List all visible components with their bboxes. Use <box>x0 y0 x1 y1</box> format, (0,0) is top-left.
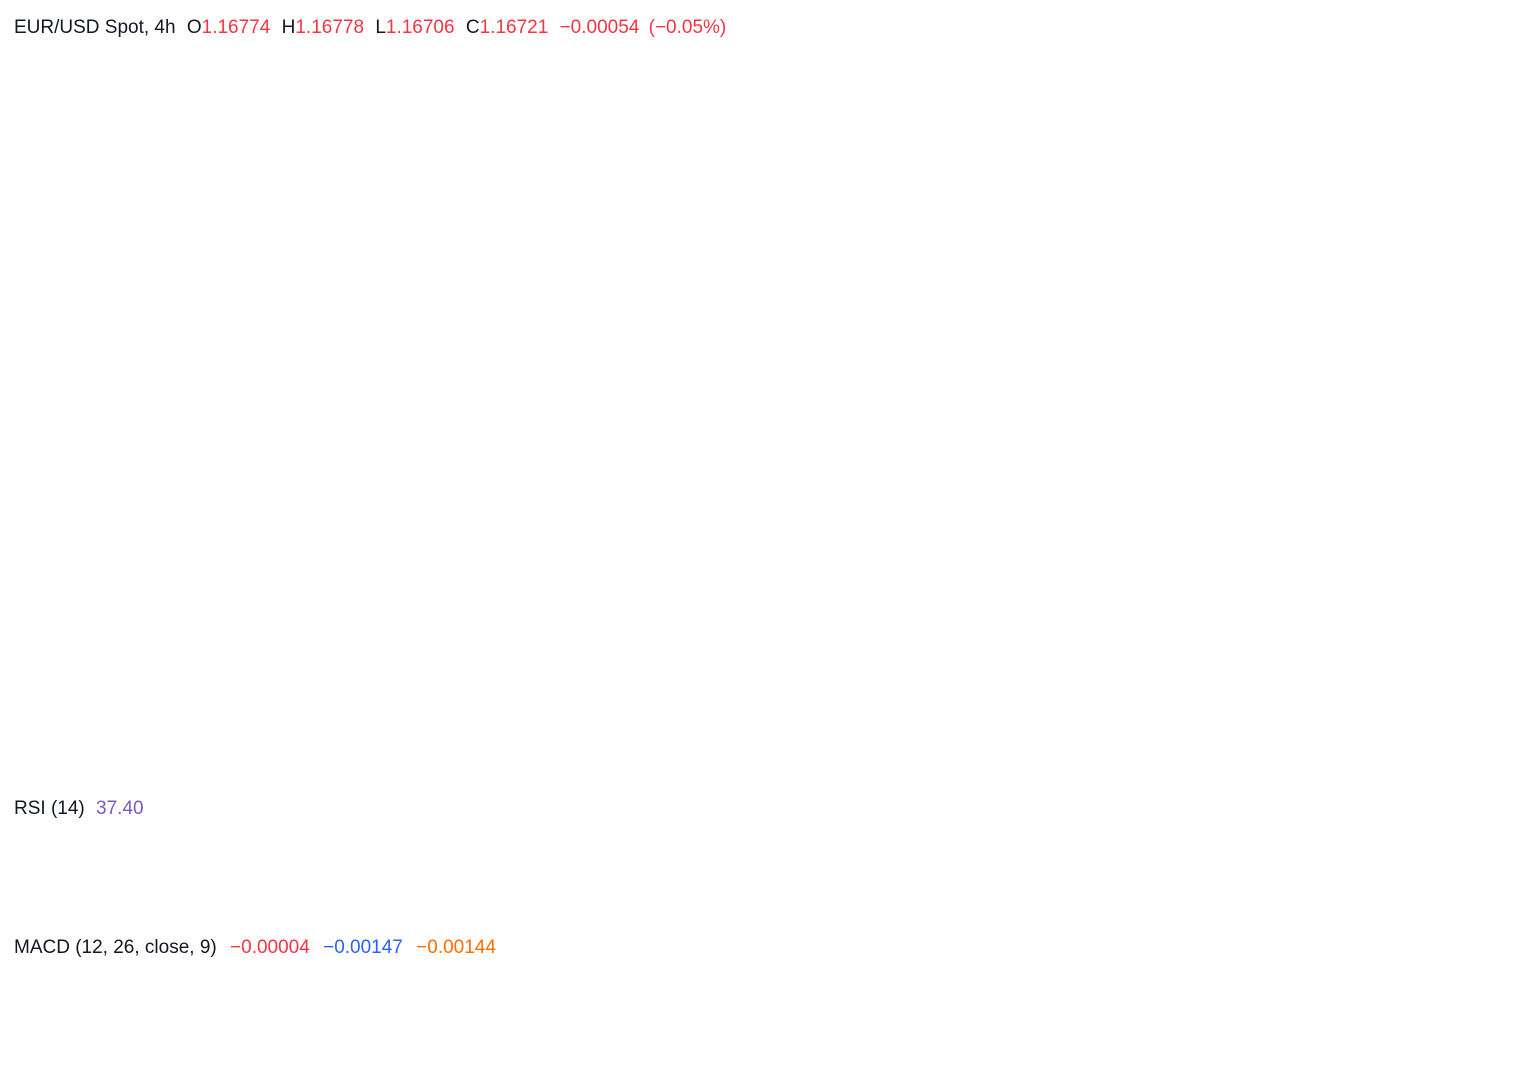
low-value: 1.16706 <box>386 17 455 38</box>
symbol: EUR/USD Spot, 4h <box>14 17 176 38</box>
rsi-title: RSI (14) <box>14 798 85 819</box>
low-label: L <box>375 17 386 38</box>
macd-value: −0.00147 <box>323 937 403 958</box>
open-value: 1.16774 <box>202 17 271 38</box>
close-value: 1.16721 <box>480 17 549 38</box>
macd-title: MACD (12, 26, close, 9) <box>14 937 217 958</box>
rsi-legend: RSI (14) 37.40 <box>14 798 144 819</box>
rsi-value: 37.40 <box>96 798 144 819</box>
signal-value: −0.00144 <box>416 937 496 958</box>
change-percent: (−0.05%) <box>649 17 727 38</box>
high-value: 1.16778 <box>295 17 364 38</box>
macd-legend: MACD (12, 26, close, 9) −0.00004 −0.0014… <box>14 937 496 958</box>
open-label: O <box>187 17 202 38</box>
high-label: H <box>282 17 296 38</box>
close-label: C <box>466 17 480 38</box>
header: EUR/USD Spot, 4h O1.16774 H1.16778 L1.16… <box>14 17 726 38</box>
change: −0.00054 <box>560 17 640 38</box>
macd-hist-value: −0.00004 <box>230 937 310 958</box>
